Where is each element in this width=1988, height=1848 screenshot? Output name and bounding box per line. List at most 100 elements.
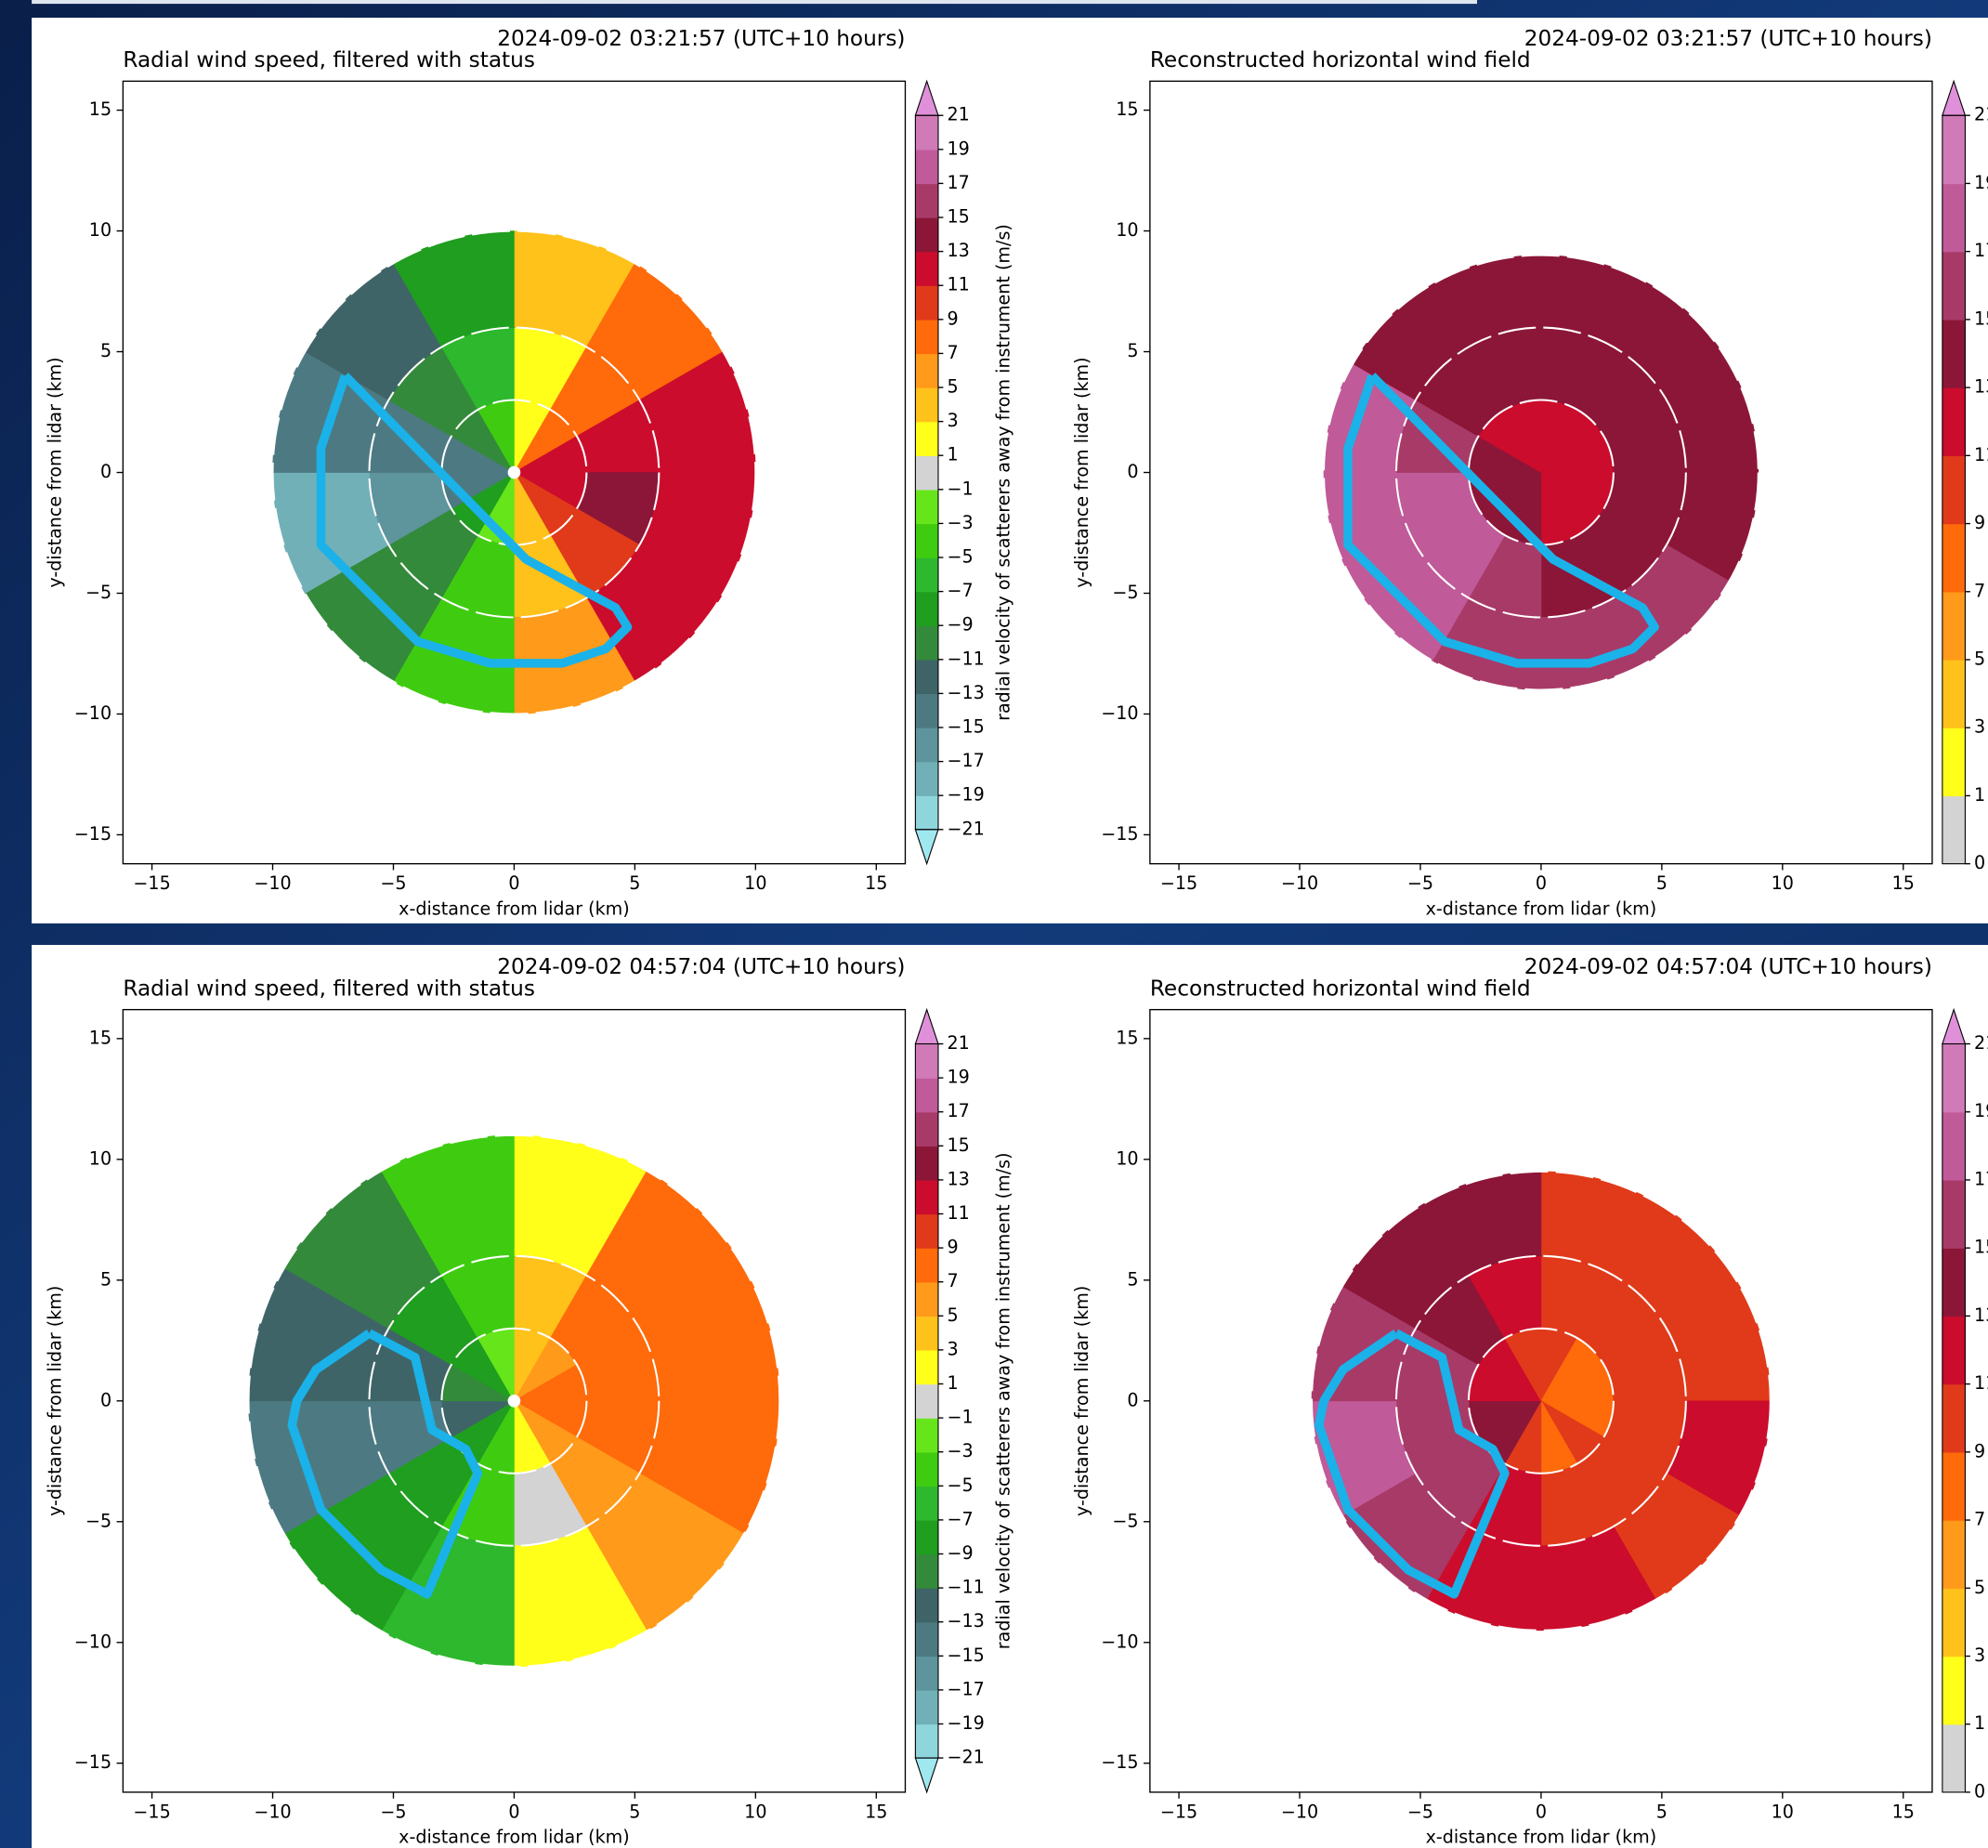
- colorbar-tick-label: −13: [948, 682, 985, 703]
- colorbar-bin: [1942, 523, 1966, 593]
- y-axis-label: y-distance from lidar (km): [1071, 1286, 1092, 1516]
- colorbar-bin: [1942, 659, 1966, 728]
- colorbar-tick-label: 1: [1974, 1712, 1985, 1734]
- y-tick-label: −5: [85, 1510, 111, 1531]
- colorbar-bin: [1942, 1111, 1966, 1181]
- y-tick-label: −5: [85, 582, 111, 603]
- plot-area: [1322, 254, 1759, 691]
- colorbar-bin: [915, 1656, 938, 1691]
- ring-gap: [271, 229, 757, 715]
- x-tick-label: 5: [1656, 872, 1668, 894]
- colorbar-tick-label: 9: [1974, 1440, 1985, 1461]
- colorbar-bin: [915, 1383, 938, 1419]
- colorbar-frame: [1942, 114, 1966, 865]
- y-tick-label: −15: [74, 1751, 111, 1773]
- colorbar-bin: [1942, 1248, 1966, 1317]
- y-axis-label: y-distance from lidar (km): [45, 1286, 66, 1516]
- colorbar-bin: [915, 1519, 938, 1555]
- y-tick-label: 10: [1116, 1147, 1138, 1169]
- y-tick-label: −5: [1112, 1510, 1138, 1531]
- colorbar-tick-label: 17: [948, 172, 970, 193]
- x-tick-label: 0: [508, 872, 519, 894]
- colorbar-bin: [1942, 1520, 1966, 1589]
- x-tick-label: 5: [1656, 1801, 1668, 1822]
- colorbar-tick-label: −19: [948, 784, 985, 806]
- colorbar-bin: [1942, 1451, 1966, 1521]
- colorbar-tick-label: −13: [948, 1610, 985, 1632]
- colorbar-tick-label: 1: [948, 1372, 959, 1394]
- colorbar-tick-label: 19: [948, 138, 970, 159]
- colorbar-tick-label: 9: [948, 1237, 959, 1258]
- colorbar-tick-label: 9: [1974, 512, 1985, 533]
- colorbar-tick-label: 7: [1974, 1509, 1985, 1530]
- x-tick-label: −10: [1281, 872, 1318, 894]
- y-tick-label: 15: [1116, 98, 1138, 120]
- colorbar-bin: [915, 1179, 938, 1215]
- colorbar-tick-label: 15: [948, 206, 970, 228]
- colorbar-tick-label: 15: [1974, 1237, 1988, 1258]
- x-tick-label: 0: [508, 1801, 519, 1822]
- colorbar-bin: [915, 795, 938, 831]
- colorbar-tick-label: −21: [948, 1747, 985, 1768]
- x-axis-label: x-distance from lidar (km): [399, 1827, 630, 1848]
- y-tick-label: 0: [100, 461, 111, 482]
- top-edge: [32, 0, 1477, 5]
- colorbar-bin: [915, 183, 938, 218]
- colorbar-bin: [1942, 1043, 1966, 1113]
- colorbar-bin: [915, 523, 938, 558]
- colorbar-tick-label: 7: [948, 342, 959, 363]
- colorbar-bin: [915, 489, 938, 525]
- colorbar-bin: [1942, 115, 1966, 185]
- colorbar-tick-label: 5: [1974, 648, 1985, 669]
- region-outline: [287, 1329, 483, 1599]
- colorbar-tick-label: 13: [948, 240, 970, 261]
- colorbar-bin: [915, 1078, 938, 1113]
- x-tick-label: 15: [865, 1801, 887, 1822]
- colorbar-bin: [915, 1146, 938, 1181]
- timestamp: 2024-09-02 03:21:57 (UTC+10 hours): [497, 26, 905, 51]
- colorbar-bin: [915, 353, 938, 388]
- ring-gap: [1310, 1170, 1772, 1632]
- plot-area: [271, 229, 757, 715]
- colorbar-tick-label: −11: [948, 1577, 985, 1598]
- colorbar-bin: [915, 421, 938, 456]
- colorbar-bin: [915, 115, 938, 151]
- x-tick-label: 5: [629, 872, 640, 894]
- y-tick-label: −10: [1101, 702, 1138, 724]
- colorbar-bin: [915, 1213, 938, 1249]
- colorbar-tick-label: −7: [948, 580, 974, 601]
- colorbar-tick-label: −17: [948, 750, 985, 771]
- colorbar-bin: [1942, 319, 1966, 388]
- x-tick-label: 15: [1892, 1801, 1915, 1822]
- colorbar-bin: [915, 1621, 938, 1657]
- colorbar-tick-label: −1: [948, 478, 974, 499]
- colorbar-bin: [915, 285, 938, 321]
- x-tick-label: 10: [1772, 872, 1794, 894]
- colorbar-bin: [915, 1248, 938, 1283]
- colorbar-bin: [915, 557, 938, 593]
- x-tick-label: −5: [1407, 872, 1433, 894]
- lidar-marker: [507, 1394, 521, 1408]
- colorbar-frame: [914, 1042, 939, 1759]
- colorbar-tick-label: −11: [948, 648, 985, 669]
- x-tick-label: 5: [629, 1801, 640, 1822]
- colorbar-bin: [915, 1316, 938, 1351]
- colorbar-tick-label: 15: [948, 1134, 970, 1156]
- colorbar-bin: [915, 693, 938, 728]
- y-tick-label: 5: [100, 340, 111, 361]
- x-tick-label: −10: [254, 1801, 291, 1822]
- y-tick-label: 15: [1116, 1027, 1138, 1048]
- x-tick-label: 10: [1772, 1801, 1794, 1822]
- y-axis-label: y-distance from lidar (km): [1071, 357, 1092, 587]
- colorbar-tick-label: −15: [948, 1645, 985, 1666]
- ring-gap: [247, 1134, 781, 1668]
- colorbar-bin: [1942, 591, 1966, 661]
- timestamp: 2024-09-02 04:57:04 (UTC+10 hours): [1524, 954, 1932, 979]
- colorbar-tick-label: 17: [948, 1100, 970, 1121]
- colorbar-bin: [915, 1043, 938, 1079]
- colorbar-bin: [915, 1451, 938, 1487]
- colorbar-frame: [914, 114, 939, 831]
